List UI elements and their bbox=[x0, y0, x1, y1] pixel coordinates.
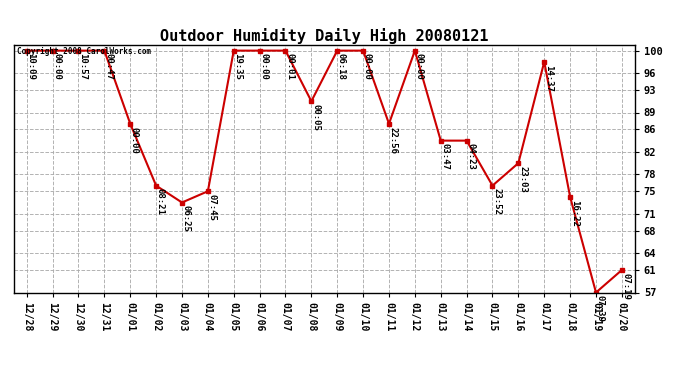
Text: 14:37: 14:37 bbox=[544, 64, 553, 92]
Text: 23:52: 23:52 bbox=[492, 188, 501, 215]
Text: 03:47: 03:47 bbox=[440, 143, 449, 170]
Text: 07:19: 07:19 bbox=[622, 273, 631, 300]
Text: 23:03: 23:03 bbox=[518, 166, 527, 193]
Text: 00:05: 00:05 bbox=[311, 104, 320, 131]
Text: 04:23: 04:23 bbox=[466, 143, 475, 170]
Text: 00:01: 00:01 bbox=[285, 53, 294, 80]
Text: 00:47: 00:47 bbox=[104, 53, 113, 80]
Text: 00:00: 00:00 bbox=[415, 53, 424, 80]
Text: 08:21: 08:21 bbox=[156, 188, 165, 215]
Text: 07:39: 07:39 bbox=[595, 295, 604, 322]
Text: 07:45: 07:45 bbox=[208, 194, 217, 221]
Text: 06:25: 06:25 bbox=[181, 205, 190, 232]
Text: 00:00: 00:00 bbox=[259, 53, 268, 80]
Text: 00:00: 00:00 bbox=[363, 53, 372, 80]
Text: 00:00: 00:00 bbox=[130, 126, 139, 153]
Text: 16:22: 16:22 bbox=[570, 200, 579, 226]
Text: 10:57: 10:57 bbox=[78, 53, 87, 80]
Text: Copyright 2008 CarolWorks.com: Copyright 2008 CarolWorks.com bbox=[17, 48, 151, 57]
Text: 19:35: 19:35 bbox=[233, 53, 242, 80]
Text: 10:09: 10:09 bbox=[26, 53, 35, 80]
Title: Outdoor Humidity Daily High 20080121: Outdoor Humidity Daily High 20080121 bbox=[160, 28, 489, 44]
Text: 22:56: 22:56 bbox=[388, 126, 397, 153]
Text: 00:00: 00:00 bbox=[52, 53, 61, 80]
Text: 06:18: 06:18 bbox=[337, 53, 346, 80]
